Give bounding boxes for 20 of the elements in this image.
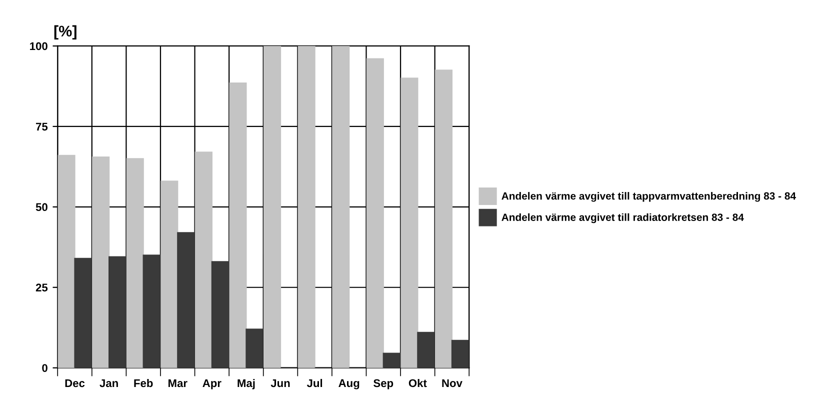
y-tick-label: 75	[36, 122, 48, 131]
x-tick-label: Aug	[338, 379, 360, 390]
x-tick-label: Apr	[202, 379, 222, 390]
legend-label: Andelen värme avgivet till radiatorkretsen 83 - 84	[502, 213, 744, 224]
x-tick-label: Dec	[65, 379, 85, 388]
x-tick-label: Feb	[134, 378, 153, 388]
y-tick-label: 50	[36, 203, 48, 212]
x-tick-label: Okt	[408, 378, 427, 388]
y-tick-label: 100	[30, 42, 48, 50]
x-tick-label: Sep	[374, 379, 394, 390]
y-tick-label: 0	[42, 364, 48, 372]
x-tick-label: Maj	[238, 378, 255, 390]
legend-label: Andelen värme avgivet till tappvarmvattenberedning 83 - 84	[502, 192, 796, 202]
x-tick-label: Jul	[306, 378, 322, 388]
x-tick-label: Mar	[168, 379, 188, 388]
x-tick-label: Jan	[100, 379, 118, 388]
x-tick-label: Nov	[442, 379, 462, 388]
x-tick-label: Jun	[270, 379, 290, 388]
y-tick-label: 25	[36, 284, 48, 292]
y-axis-title: [%]	[54, 25, 76, 40]
